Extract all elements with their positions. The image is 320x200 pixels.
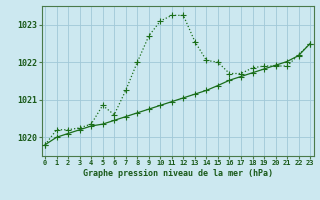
X-axis label: Graphe pression niveau de la mer (hPa): Graphe pression niveau de la mer (hPa) <box>83 169 273 178</box>
